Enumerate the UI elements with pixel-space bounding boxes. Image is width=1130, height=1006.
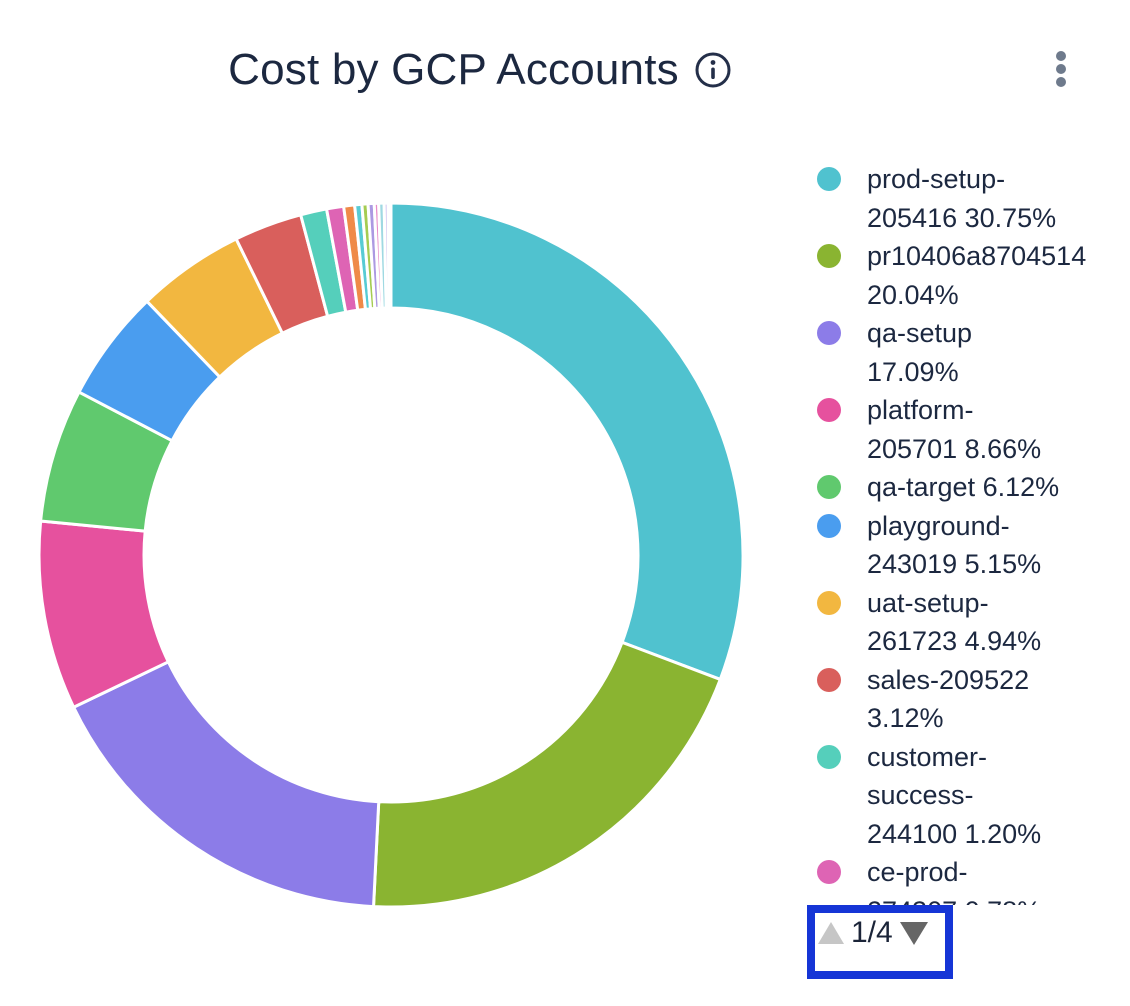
pie-slice-qa-setup[interactable] <box>71 659 381 909</box>
legend-label: ce-prod-274307 0.78% <box>867 857 1041 905</box>
legend-label: sales-209522 3.12% <box>867 664 1030 734</box>
legend-color-dot <box>817 744 841 769</box>
kebab-dot <box>1056 77 1066 87</box>
legend-label: prod-setup- 205416 30.75% <box>867 164 1057 233</box>
pie-slice[interactable] <box>386 201 393 310</box>
pie-slice-prod-setup-205416[interactable] <box>389 201 745 682</box>
legend-color-dot <box>817 167 841 191</box>
legend-color-dot <box>817 513 841 538</box>
legend-item[interactable]: qa-setup 17.09% <box>807 314 1130 391</box>
kebab-dot <box>1056 51 1066 61</box>
legend-item[interactable]: qa-target 6.12% <box>807 468 1130 507</box>
kebab-dot <box>1056 64 1066 74</box>
legend-color-dot <box>817 321 841 345</box>
legend-color-dot <box>817 475 841 499</box>
pie-slice-pr10406a8704514[interactable] <box>371 640 723 909</box>
legend-label: playground- 243019 5.15% <box>867 510 1042 580</box>
legend-color-dot <box>817 244 841 268</box>
legend-label: customer-success- 244100 1.20% <box>867 741 1042 849</box>
chart-header: Cost by GCP Accounts <box>0 46 960 94</box>
legend-color-dot <box>817 860 841 884</box>
legend: prod-setup- 205416 30.75% pr10406a8704514 2… <box>807 152 1130 905</box>
legend-label: qa-target 6.12% <box>867 472 1060 502</box>
legend-page-indicator: 1/4 <box>851 916 893 949</box>
legend-item[interactable]: pr10406a8704514 20.04% <box>807 237 1130 314</box>
legend-label: uat-setup- 261723 4.94% <box>867 587 1042 657</box>
legend-color-dot <box>817 590 841 615</box>
legend-color-dot <box>817 667 841 692</box>
legend-item[interactable]: playground- 243019 5.15% <box>807 507 1130 584</box>
legend-item[interactable]: ce-prod-274307 0.78% <box>807 853 1130 905</box>
legend-item[interactable]: sales-209522 3.12% <box>807 661 1130 738</box>
info-icon[interactable] <box>694 51 732 89</box>
legend-pagination-highlight: 1/4 <box>807 905 953 979</box>
legend-label: qa-setup 17.09% <box>867 318 973 387</box>
legend-item[interactable]: customer-success- 244100 1.20% <box>807 738 1130 854</box>
legend-item[interactable]: platform- 205701 8.66% <box>807 391 1130 468</box>
chart-title: Cost by GCP Accounts <box>228 45 679 94</box>
legend-label: pr10406a8704514 20.04% <box>867 241 1087 310</box>
legend-pagination: 1/4 <box>815 913 945 948</box>
donut-chart <box>37 201 745 909</box>
kebab-menu-icon[interactable] <box>1051 51 1071 91</box>
legend-page-down-icon[interactable] <box>899 921 928 945</box>
legend-item[interactable]: uat-setup- 261723 4.94% <box>807 584 1130 661</box>
legend-label: platform- 205701 8.66% <box>867 395 1042 464</box>
legend-color-dot <box>817 398 841 422</box>
legend-page-up-icon[interactable] <box>818 922 844 944</box>
legend-item[interactable]: prod-setup- 205416 30.75% <box>807 160 1130 237</box>
